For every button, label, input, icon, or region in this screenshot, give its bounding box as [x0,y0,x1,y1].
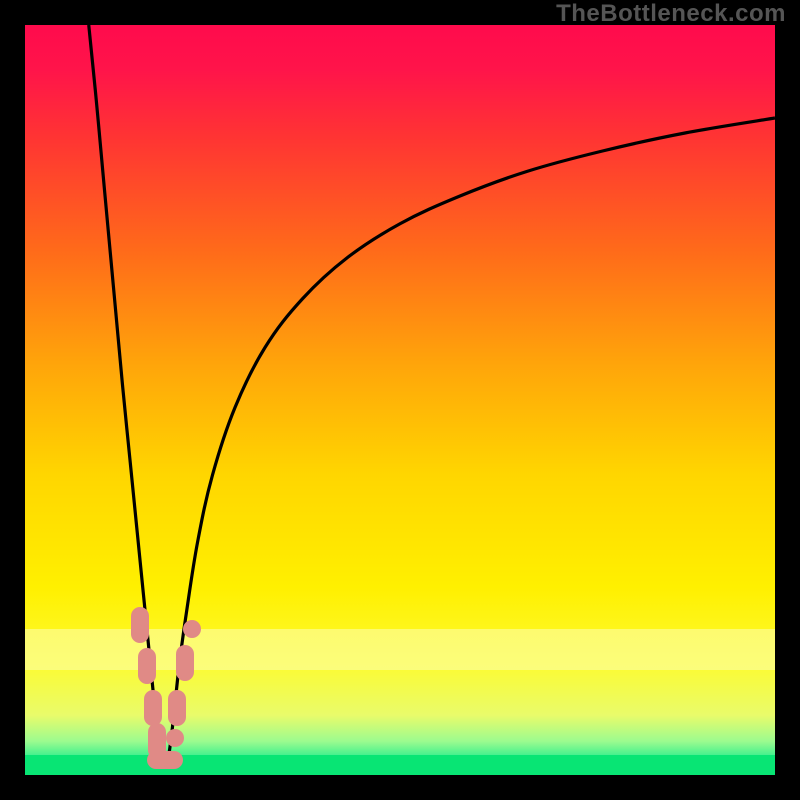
curve-marker [168,690,186,726]
curve-marker [183,620,201,638]
chart-frame: TheBottleneck.com [0,0,800,800]
right-curve [168,118,776,764]
curve-marker [147,751,183,769]
curve-marker [131,607,149,643]
curve-marker [144,690,162,726]
curve-marker [176,645,194,681]
curve-marker [166,729,184,747]
curve-marker [138,648,156,684]
watermark-text: TheBottleneck.com [556,0,786,28]
plot-area [25,25,775,775]
